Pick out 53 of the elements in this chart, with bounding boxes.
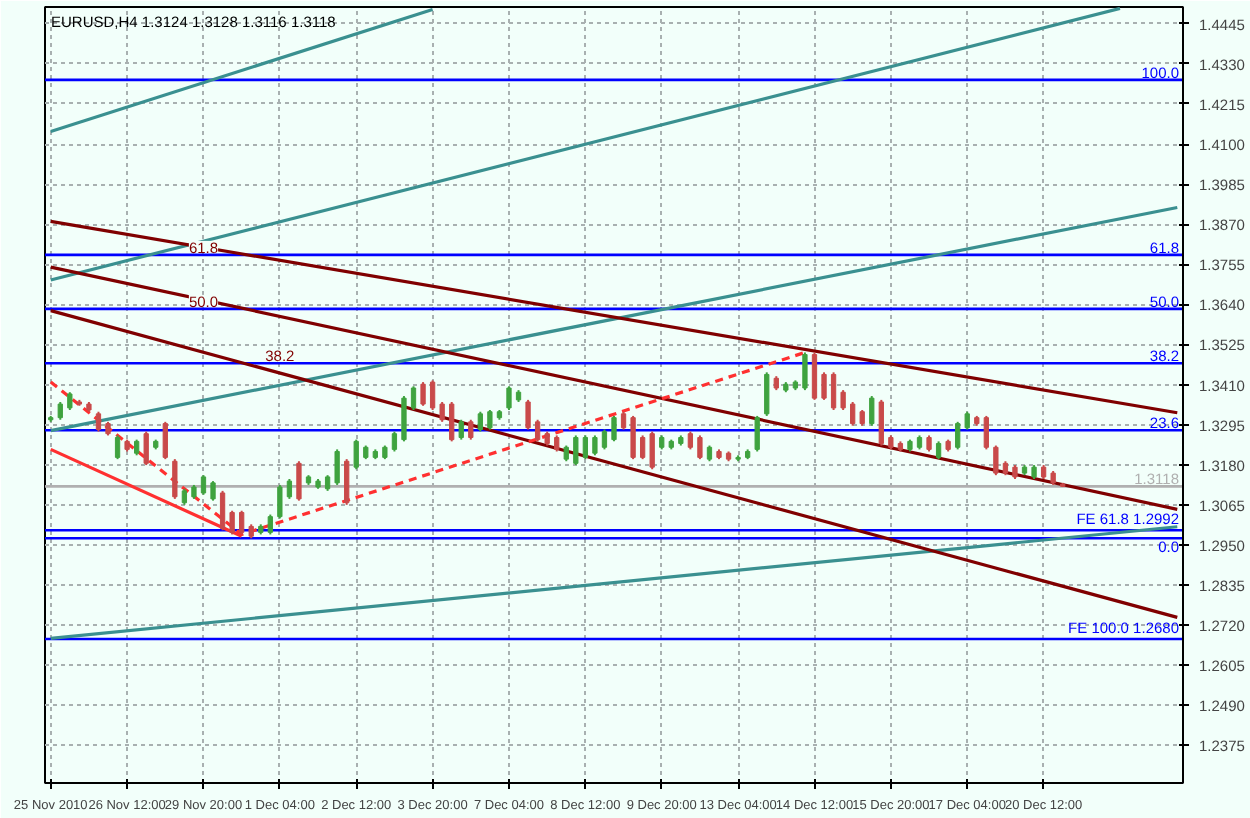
candlestick (821, 371, 827, 401)
candlestick (114, 434, 121, 461)
candlestick (869, 395, 875, 427)
candlestick (582, 434, 589, 461)
candlestick (429, 379, 436, 411)
candlestick (630, 414, 636, 461)
candlestick (210, 480, 216, 502)
candlestick (592, 434, 598, 457)
candlestick (573, 434, 579, 467)
candlestick (955, 420, 961, 451)
candlestick (697, 434, 703, 461)
candlestick (477, 410, 483, 433)
candlestick (993, 444, 999, 477)
candlestick (229, 509, 235, 536)
candlestick (391, 430, 398, 453)
candlestick (601, 428, 608, 451)
candlestick (639, 434, 646, 461)
candlestick (649, 430, 655, 471)
candlestick (983, 414, 989, 451)
candlestick (754, 414, 760, 453)
candlestick (830, 371, 837, 411)
candlestick (850, 400, 856, 427)
candlestick (143, 430, 149, 467)
candlestick (840, 389, 846, 411)
candlestick (95, 410, 102, 433)
candlestick (353, 438, 359, 471)
candlestick (162, 420, 168, 461)
candlestick (277, 483, 283, 520)
candlestick (764, 371, 770, 417)
candlestick (611, 414, 617, 443)
candlestick (811, 351, 818, 401)
candlestick (401, 395, 407, 443)
candlestick (468, 418, 474, 441)
candlestick (239, 509, 245, 536)
candlestick (296, 460, 302, 502)
candlestick (267, 513, 273, 536)
candlestick (420, 381, 426, 407)
candlestick (219, 489, 226, 532)
candlestick (286, 478, 293, 500)
candlestick (449, 400, 455, 443)
candlestick (802, 351, 808, 392)
candlestick (878, 398, 884, 447)
candlestick (410, 385, 417, 411)
candlestick (525, 398, 531, 431)
candlestick (172, 458, 178, 500)
candlestick (458, 418, 464, 441)
candlestick (534, 418, 541, 443)
candlestick (334, 448, 340, 486)
candlestick (200, 474, 207, 496)
candlestick (487, 408, 493, 431)
candlestick (344, 458, 350, 506)
candlestick (506, 385, 512, 411)
candlestick (439, 400, 445, 423)
